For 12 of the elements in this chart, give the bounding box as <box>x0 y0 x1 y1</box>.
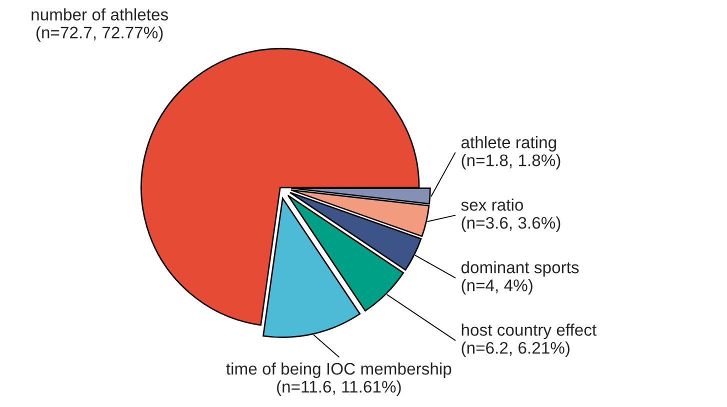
data-label: (n=3.6, 3.6%) <box>462 216 560 232</box>
data-label: (n=4, 4%) <box>462 279 532 295</box>
data-label: (n=72.7, 72.77%) <box>36 26 163 42</box>
slice-label: number of athletes <box>32 8 168 20</box>
slice-label: time of being IOC membership <box>226 362 452 378</box>
data-label: (n=11.6, 11.61%) <box>277 380 401 396</box>
data-label: (n=6.2, 6.21%) <box>462 342 570 358</box>
slice-label: sex ratio <box>461 198 524 211</box>
slice-label: dominant sports <box>461 261 579 277</box>
data-label: (n=1.8, 1.8%) <box>462 154 560 170</box>
slice-label: athlete rating <box>461 136 556 152</box>
slice-label: host country effect <box>462 324 597 340</box>
